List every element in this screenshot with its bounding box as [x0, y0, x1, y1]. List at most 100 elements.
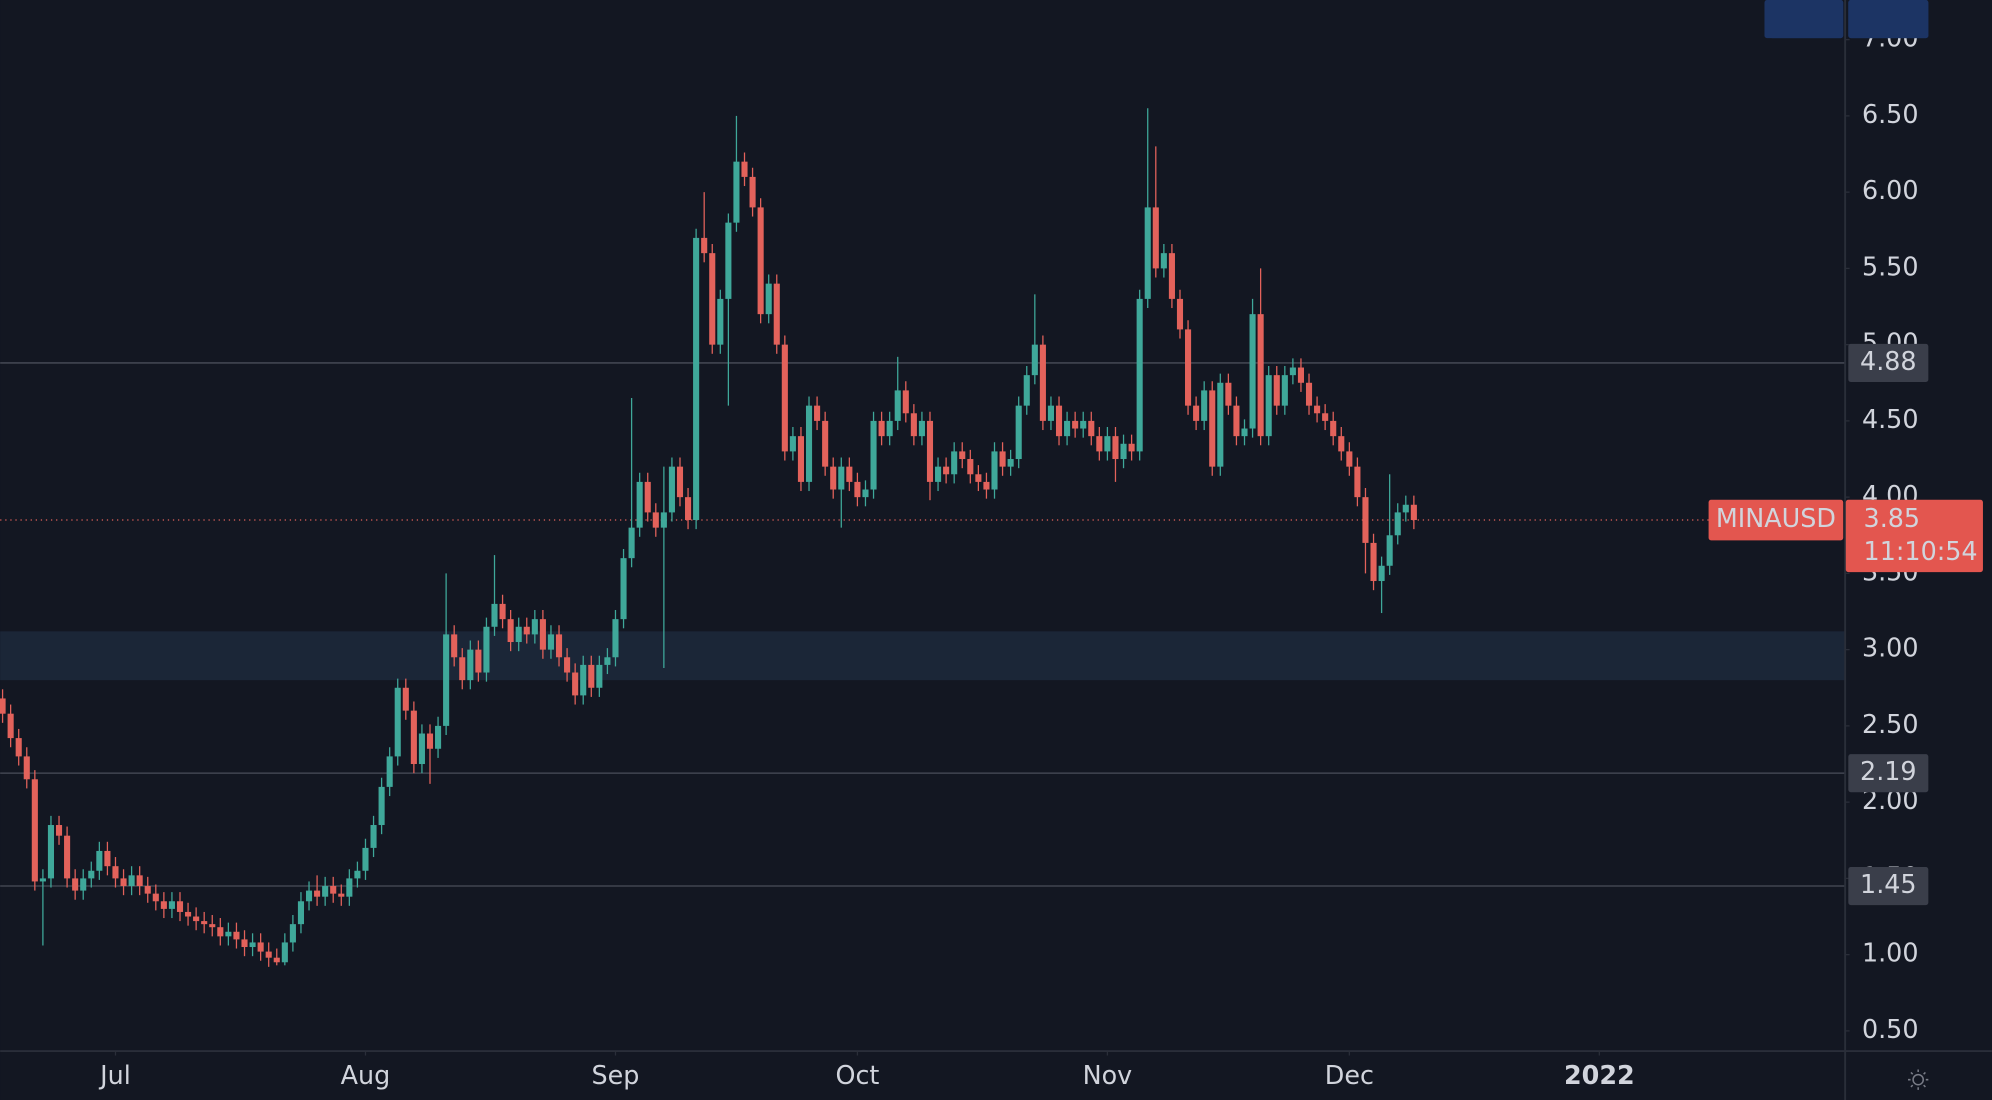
candle-body — [765, 283, 772, 315]
candle-body — [23, 756, 30, 780]
x-tick-label: 2022 — [1564, 1060, 1635, 1090]
candle-body — [1410, 504, 1417, 521]
candle-body — [1064, 420, 1071, 437]
candle-body — [491, 603, 498, 627]
candle-body — [854, 481, 861, 498]
candle-body — [451, 634, 458, 658]
y-tick-label: 2.50 — [1862, 709, 1919, 739]
candle-body — [1120, 443, 1127, 460]
candle-body — [96, 850, 103, 871]
candle-body — [265, 951, 272, 958]
candle-body — [709, 253, 716, 345]
candle-body — [1217, 382, 1224, 467]
candle-body — [515, 626, 522, 643]
candle-body — [47, 825, 55, 879]
x-tick-label: Jul — [98, 1060, 131, 1090]
candle-body — [1185, 329, 1192, 406]
x-tick-label: Dec — [1325, 1060, 1374, 1090]
candle-body — [273, 957, 280, 963]
candle-body — [1241, 428, 1248, 437]
candle-body — [72, 878, 79, 891]
candle-body — [281, 942, 288, 963]
candle-body — [1039, 344, 1046, 421]
candle-body — [1088, 420, 1095, 437]
candle-body — [1209, 390, 1216, 467]
candle-body — [39, 878, 46, 882]
candle-body — [773, 283, 780, 345]
candle-body — [330, 886, 337, 894]
level-label-box — [1848, 754, 1929, 793]
candle-body — [781, 344, 788, 452]
candle-body — [838, 466, 845, 490]
candle-body — [1055, 405, 1063, 437]
candle-body — [1031, 344, 1038, 376]
candle-body — [1394, 512, 1401, 536]
candle-body — [136, 875, 143, 887]
candle-body — [426, 733, 434, 749]
candle-body — [1023, 375, 1030, 406]
candle-body — [144, 886, 151, 894]
candle-body — [822, 420, 829, 467]
candle-body — [1297, 367, 1305, 383]
candle-body — [967, 459, 974, 475]
candle-body — [1193, 405, 1200, 421]
settings-icon[interactable] — [1908, 1069, 1929, 1090]
candle-body — [1305, 382, 1313, 406]
y-tick-label: 5.50 — [1862, 251, 1919, 281]
candle-body — [539, 619, 546, 650]
candle-body — [1330, 420, 1337, 437]
candle-body — [814, 405, 821, 421]
candle-body — [620, 558, 627, 620]
candle-body — [1128, 443, 1135, 452]
candle-body — [918, 420, 925, 437]
candle-body — [1338, 436, 1345, 452]
candle-body — [1249, 314, 1256, 429]
candle-body — [1257, 314, 1264, 437]
candle-body — [104, 850, 111, 867]
candle-body — [410, 710, 417, 765]
level-label-box — [1848, 343, 1929, 383]
candle-body — [878, 420, 885, 437]
x-tick-label: Sep — [592, 1060, 640, 1090]
candle-body — [459, 657, 466, 681]
candle-body — [1402, 504, 1409, 513]
candle-body — [612, 619, 619, 658]
candle-body — [378, 786, 385, 826]
candle-body — [7, 713, 14, 739]
candle-body — [693, 237, 700, 521]
candle-body — [152, 893, 159, 902]
candle-body — [241, 939, 248, 948]
candle-body — [120, 878, 127, 887]
candle-body — [1289, 367, 1296, 376]
candle-body — [193, 916, 200, 922]
candle-body — [225, 931, 232, 937]
candle-body — [660, 512, 667, 528]
candle-body — [1378, 565, 1385, 582]
candle-body — [1322, 413, 1329, 421]
y-tick-label: 3.00 — [1862, 633, 1919, 663]
low-label-box — [1769, 0, 1844, 39]
candle-body — [902, 390, 909, 414]
candle-body — [959, 451, 966, 460]
candle-body — [362, 847, 369, 871]
candle-body — [322, 886, 329, 897]
x-tick-label: Oct — [835, 1060, 879, 1090]
candle-body — [354, 870, 361, 879]
candle-body — [443, 634, 450, 726]
candle-body — [894, 390, 901, 421]
candle-body — [314, 890, 321, 897]
candle-body — [289, 924, 296, 943]
candle-body — [555, 634, 563, 658]
candle-body — [370, 825, 377, 848]
candle-body — [160, 901, 167, 909]
candle-body — [435, 725, 442, 749]
candle-body — [176, 901, 184, 912]
candle-body — [951, 451, 958, 475]
candle-body — [676, 466, 684, 498]
candle-body — [1386, 535, 1393, 566]
candle-body — [257, 942, 264, 952]
candle-body — [685, 497, 692, 521]
candle-body — [523, 626, 530, 635]
candle-body — [55, 825, 63, 836]
